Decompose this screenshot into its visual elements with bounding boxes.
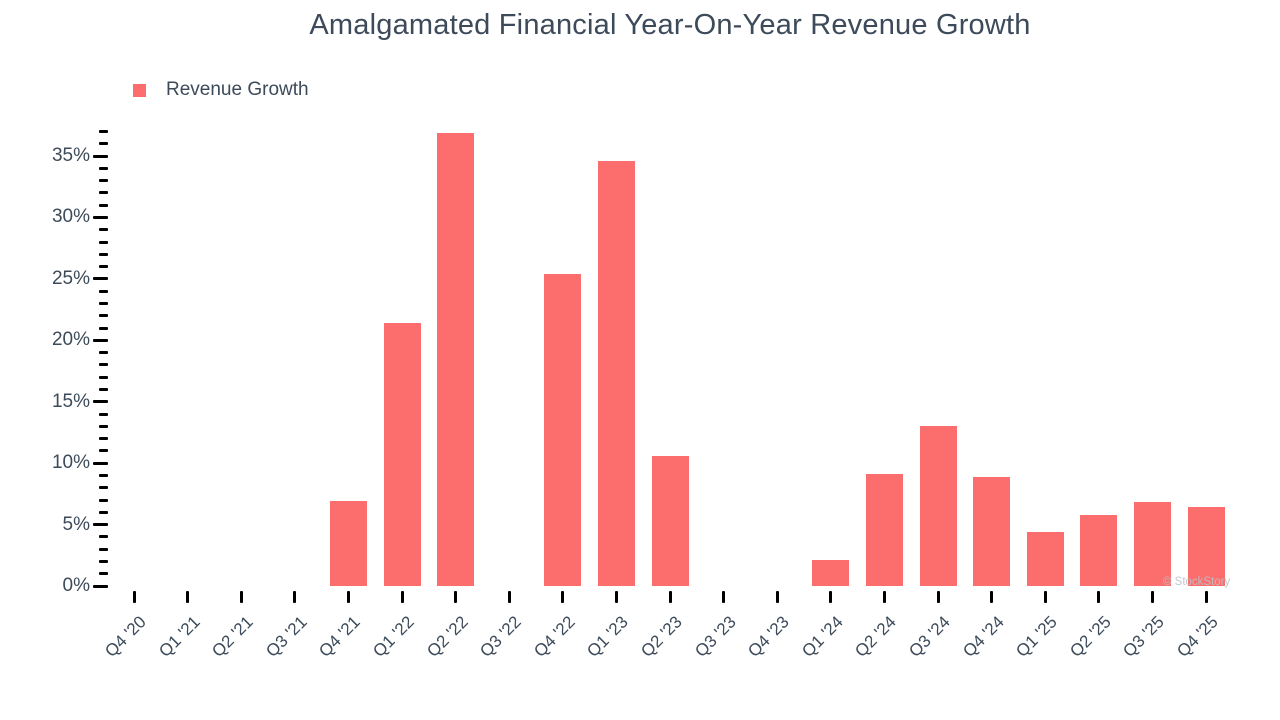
x-axis-tick [1043, 591, 1047, 603]
y-axis-major-tick [93, 154, 108, 158]
y-axis-minor-tick [99, 559, 108, 563]
bar-q4-21[interactable] [330, 501, 367, 586]
y-axis-tick-label: 15% [51, 390, 90, 412]
y-axis-major-tick [93, 277, 108, 281]
y-axis-minor-tick [99, 412, 108, 416]
y-axis-minor-tick [99, 228, 108, 232]
bar-q1-22[interactable] [384, 323, 421, 586]
y-axis-tick-label: 20% [51, 329, 90, 351]
bar-q4-25[interactable] [1188, 507, 1225, 586]
y-axis-minor-tick [99, 129, 108, 133]
y-axis-minor-tick [99, 314, 108, 318]
y-axis-major-tick [93, 338, 108, 342]
y-axis-minor-tick [99, 486, 108, 490]
y-axis-minor-tick [99, 572, 108, 576]
bar-q2-24[interactable] [866, 474, 903, 586]
y-axis-minor-tick [99, 535, 108, 539]
x-axis-tick [186, 591, 190, 603]
y-axis-minor-tick [99, 387, 108, 391]
y-axis-tick-label: 5% [62, 513, 90, 535]
y-axis-minor-tick [99, 437, 108, 441]
y-axis-minor-tick [99, 289, 108, 293]
bar-q2-22[interactable] [437, 132, 474, 586]
x-axis-tick [936, 591, 940, 603]
y-axis-major-tick [93, 400, 108, 404]
x-axis-tick [561, 591, 565, 603]
y-axis-minor-tick [99, 473, 108, 477]
y-axis-minor-tick [99, 326, 108, 330]
y-axis-minor-tick [99, 363, 108, 367]
y-axis-tick-label: 35% [51, 145, 90, 166]
y-axis-minor-tick [99, 510, 108, 514]
y-axis-minor-tick [99, 375, 108, 379]
y-axis-minor-tick [99, 191, 108, 195]
y-axis-minor-tick [99, 424, 108, 428]
chart-title: Amalgamated Financial Year-On-Year Reven… [309, 9, 1031, 41]
y-axis-minor-tick [99, 547, 108, 551]
x-axis-tick [882, 591, 886, 603]
y-axis-major-tick [93, 215, 108, 219]
legend-item-revenue-growth[interactable]: Revenue Growth [133, 79, 309, 101]
y-axis-tick-label: 0% [62, 575, 90, 596]
y-axis-major-tick [93, 584, 108, 588]
x-axis-tick [1150, 591, 1154, 603]
bar-q4-24[interactable] [973, 476, 1010, 586]
x-axis-tick [614, 591, 618, 603]
y-axis-minor-tick [99, 240, 108, 244]
x-axis-tick [722, 591, 726, 603]
bar-q2-23[interactable] [652, 455, 689, 586]
x-axis-tick [1097, 591, 1101, 603]
bar-q3-24[interactable] [920, 426, 957, 586]
bar-q2-25[interactable] [1080, 514, 1117, 586]
watermark: © StockStory [1163, 576, 1231, 588]
x-axis-tick [239, 591, 243, 603]
x-axis-tick [775, 591, 779, 603]
bar-q4-22[interactable] [544, 273, 581, 586]
bar-q3-25[interactable] [1134, 502, 1171, 586]
y-axis-minor-tick [99, 265, 108, 269]
y-axis-minor-tick [99, 179, 108, 183]
x-axis-tick [990, 591, 994, 603]
x-axis-tick [132, 591, 136, 603]
y-axis-tick-label: 10% [51, 452, 90, 474]
bar-q1-25[interactable] [1027, 531, 1064, 586]
y-axis-minor-tick [99, 142, 108, 146]
y-axis-minor-tick [99, 301, 108, 305]
x-axis-tick [1204, 591, 1208, 603]
legend-label: Revenue Growth [166, 79, 309, 100]
x-axis-tick [400, 591, 404, 603]
x-axis-tick [829, 591, 833, 603]
y-axis-minor-tick [99, 166, 108, 170]
y-axis-major-tick [93, 523, 108, 527]
y-axis-minor-tick [99, 351, 108, 355]
bar-q1-24[interactable] [812, 560, 849, 586]
bar-q1-23[interactable] [598, 160, 635, 586]
x-axis-tick [346, 591, 350, 603]
y-axis-minor-tick [99, 203, 108, 207]
y-axis-tick-label: 30% [51, 206, 90, 228]
x-axis-tick [293, 591, 297, 603]
y-axis-tick-label: 25% [51, 267, 90, 289]
x-axis-tick [454, 591, 458, 603]
x-axis-tick [507, 591, 511, 603]
y-axis-major-tick [93, 461, 108, 465]
y-axis-minor-tick [99, 498, 108, 502]
y-axis-minor-tick [99, 252, 108, 256]
x-axis-tick [668, 591, 672, 603]
legend-swatch-icon [133, 83, 146, 97]
y-axis-minor-tick [99, 449, 108, 453]
